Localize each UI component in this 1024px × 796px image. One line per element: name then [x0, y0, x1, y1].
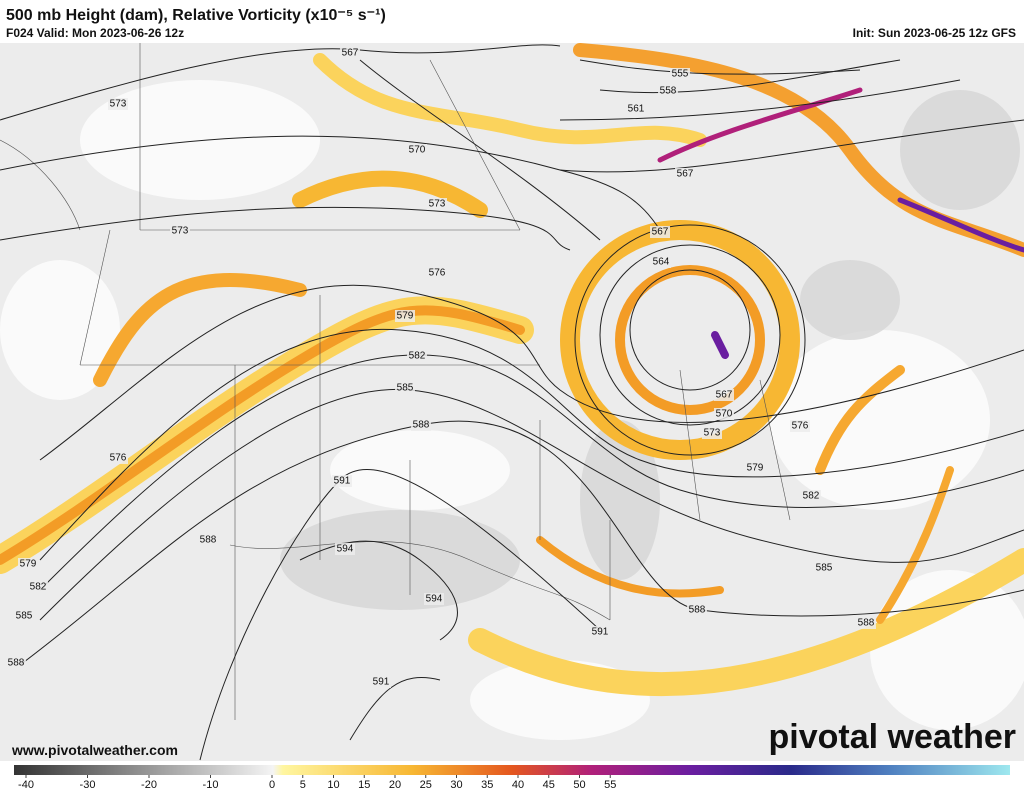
valid-time: F024 Valid: Mon 2023-06-26 12z: [6, 26, 184, 40]
contour-label-bg: [675, 168, 695, 180]
contour-label-bg: [856, 617, 876, 629]
contour-label: 588: [8, 658, 25, 669]
contour-label: 576: [792, 421, 809, 432]
contour-label: 573: [429, 199, 446, 210]
contour-label-bg: [790, 420, 810, 432]
contour-label: 579: [20, 559, 37, 570]
colorbar-tick-label: 0: [269, 779, 275, 791]
contour-label-bg: [407, 350, 427, 362]
contour-label: 594: [426, 594, 443, 605]
contour-label: 576: [110, 453, 127, 464]
colorbar-tick-label: 45: [543, 779, 555, 791]
contour-label-bg: [411, 419, 431, 431]
contour-label: 588: [858, 618, 875, 629]
contour-label-bg: [332, 475, 352, 487]
contour-label-bg: [108, 452, 128, 464]
contour-label-bg: [407, 144, 427, 156]
contour-label: 570: [409, 145, 426, 156]
contour-label-bg: [198, 534, 218, 546]
contour-label-bg: [28, 581, 48, 593]
colorbar-tick-label: -30: [80, 779, 96, 791]
contour-label-bg: [395, 310, 415, 322]
contour-label: 579: [747, 463, 764, 474]
contour-label-bg: [108, 98, 128, 110]
contour-label: 582: [409, 351, 426, 362]
contour-label: 558: [660, 86, 677, 97]
contour-label-bg: [670, 68, 690, 80]
colorbar-tick-label: 55: [604, 779, 616, 791]
contour-label-bg: [170, 225, 190, 237]
contour-label: 585: [816, 563, 833, 574]
contour-label-bg: [14, 610, 34, 622]
logo: pivotal weather: [768, 718, 1016, 756]
contour-label: 588: [689, 605, 706, 616]
contour-label-bg: [371, 676, 391, 688]
contour-label: 591: [592, 627, 609, 638]
colorbar-tick-label: -10: [203, 779, 219, 791]
contour-label-bg: [340, 47, 360, 59]
contour-label: 582: [30, 582, 47, 593]
colorbar-tick-label: -40: [18, 779, 34, 791]
colorbar-tick-label: 20: [389, 779, 401, 791]
colorbar-tick-label: 10: [327, 779, 339, 791]
contour-label: 591: [373, 677, 390, 688]
contour-label: 579: [397, 311, 414, 322]
website: www.pivotalweather.com: [11, 742, 178, 758]
colorbar-tick-label: 30: [450, 779, 462, 791]
contour-label-bg: [424, 593, 444, 605]
contour-label: 594: [337, 544, 354, 555]
colorbar-tick-label: 40: [512, 779, 524, 791]
contour-label: 555: [672, 69, 689, 80]
contour-label: 567: [342, 48, 359, 59]
contour-label: 570: [716, 409, 733, 420]
contour-label-bg: [590, 626, 610, 638]
contour-label-bg: [650, 226, 670, 238]
contour-label-bg: [335, 543, 355, 555]
contour-label-bg: [801, 490, 821, 502]
colorbar-tick-label: 5: [300, 779, 306, 791]
contour-label-bg: [427, 198, 447, 210]
colorbar-tick-label: 50: [573, 779, 585, 791]
contour-label: 582: [803, 491, 820, 502]
contour-label-bg: [687, 604, 707, 616]
contour-label: 591: [334, 476, 351, 487]
contour-label-bg: [714, 389, 734, 401]
contour-label-bg: [814, 562, 834, 574]
contour-label: 585: [397, 383, 414, 394]
contour-label: 564: [653, 257, 670, 268]
contour-label-bg: [427, 267, 447, 279]
contour-label: 573: [172, 226, 189, 237]
colorbar-tick-label: 25: [420, 779, 432, 791]
contour-label: 585: [16, 611, 33, 622]
contour-label: 573: [704, 428, 721, 439]
title: 500 mb Height (dam), Relative Vorticity …: [6, 7, 386, 24]
contour-label: 573: [110, 99, 127, 110]
contour-label: 561: [628, 104, 645, 115]
contour-label-bg: [6, 657, 26, 669]
contour-label: 567: [652, 227, 669, 238]
contour-label: 588: [200, 535, 217, 546]
contour-label-bg: [745, 462, 765, 474]
colorbar-tick-label: 15: [358, 779, 370, 791]
contour-label-bg: [18, 558, 38, 570]
contour-label-bg: [702, 427, 722, 439]
colorbar-tick-label: 35: [481, 779, 493, 791]
map: 567 555 558 561 573 570 567 573 573 567 564 576 579 5…: [0, 43, 1024, 761]
colorbar: [14, 765, 1010, 775]
contour-label-bg: [714, 408, 734, 420]
contour-label-bg: [626, 103, 646, 115]
contour-label: 588: [413, 420, 430, 431]
init-time: Init: Sun 2023-06-25 12z GFS: [853, 26, 1016, 40]
contour-label: 567: [677, 169, 694, 180]
colorbar-tick-label: -20: [141, 779, 157, 791]
contour-label: 576: [429, 268, 446, 279]
contour-label-bg: [651, 256, 671, 268]
contour-label-bg: [658, 85, 678, 97]
contour-label: 567: [716, 390, 733, 401]
contour-label-bg: [395, 382, 415, 394]
